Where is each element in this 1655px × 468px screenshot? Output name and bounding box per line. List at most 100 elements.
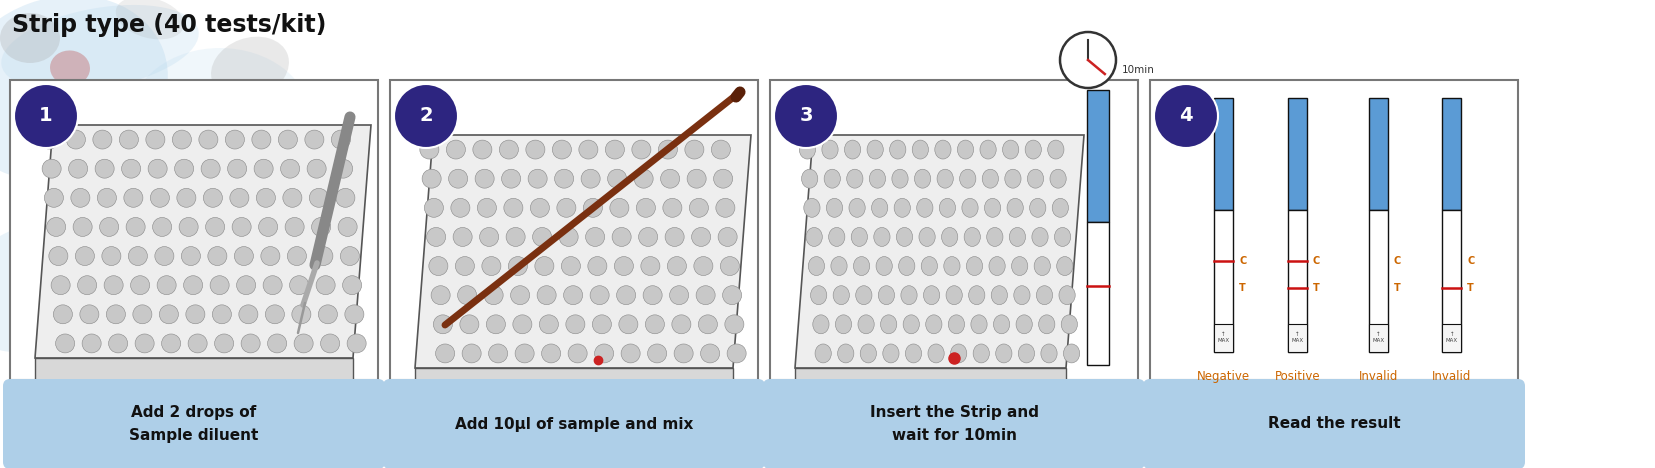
Ellipse shape	[1028, 169, 1044, 188]
Ellipse shape	[483, 286, 503, 305]
Ellipse shape	[912, 140, 928, 159]
Ellipse shape	[174, 159, 194, 178]
Ellipse shape	[559, 227, 578, 247]
Ellipse shape	[801, 169, 818, 188]
Ellipse shape	[533, 227, 551, 247]
Ellipse shape	[199, 130, 218, 149]
Ellipse shape	[434, 315, 452, 334]
Ellipse shape	[228, 159, 247, 178]
Ellipse shape	[136, 334, 154, 353]
Ellipse shape	[540, 315, 558, 334]
Ellipse shape	[131, 48, 309, 188]
Ellipse shape	[917, 198, 933, 217]
Ellipse shape	[813, 315, 829, 334]
Ellipse shape	[535, 256, 554, 276]
FancyBboxPatch shape	[10, 80, 377, 380]
Ellipse shape	[508, 256, 528, 276]
Ellipse shape	[899, 256, 915, 276]
Ellipse shape	[210, 276, 228, 295]
FancyBboxPatch shape	[770, 80, 1139, 380]
FancyBboxPatch shape	[1144, 379, 1524, 468]
Ellipse shape	[146, 80, 213, 137]
Ellipse shape	[0, 13, 60, 63]
Ellipse shape	[232, 218, 252, 236]
Ellipse shape	[336, 188, 354, 207]
Text: Positive: Positive	[1274, 370, 1321, 383]
Ellipse shape	[281, 159, 300, 178]
Ellipse shape	[639, 227, 657, 247]
Ellipse shape	[720, 256, 740, 276]
Ellipse shape	[811, 286, 828, 305]
Text: Add 10μl of sample and mix: Add 10μl of sample and mix	[455, 417, 693, 431]
Ellipse shape	[632, 140, 650, 159]
Ellipse shape	[252, 130, 271, 149]
Text: T: T	[1312, 283, 1319, 293]
Ellipse shape	[851, 227, 867, 247]
Ellipse shape	[106, 305, 126, 324]
Ellipse shape	[541, 344, 561, 363]
FancyBboxPatch shape	[1215, 323, 1233, 352]
Ellipse shape	[66, 130, 86, 149]
Ellipse shape	[285, 218, 305, 236]
Ellipse shape	[205, 218, 225, 236]
Polygon shape	[35, 125, 371, 358]
Ellipse shape	[435, 344, 455, 363]
Ellipse shape	[316, 276, 336, 295]
Ellipse shape	[0, 224, 101, 352]
Ellipse shape	[225, 130, 245, 149]
Ellipse shape	[501, 169, 521, 188]
Ellipse shape	[209, 247, 227, 265]
Ellipse shape	[861, 344, 877, 363]
Ellipse shape	[0, 0, 167, 181]
Ellipse shape	[1015, 286, 1029, 305]
FancyBboxPatch shape	[1442, 98, 1461, 210]
Ellipse shape	[928, 344, 945, 363]
Ellipse shape	[890, 140, 905, 159]
Ellipse shape	[1048, 140, 1064, 159]
FancyBboxPatch shape	[763, 379, 1145, 468]
Ellipse shape	[265, 305, 285, 324]
Ellipse shape	[875, 256, 892, 276]
Ellipse shape	[162, 334, 180, 353]
Ellipse shape	[159, 305, 179, 324]
Ellipse shape	[424, 198, 444, 217]
Text: C: C	[1240, 256, 1246, 266]
Ellipse shape	[278, 130, 298, 149]
Ellipse shape	[831, 256, 847, 276]
Circle shape	[13, 84, 78, 148]
Text: Read the result: Read the result	[1268, 417, 1400, 431]
Ellipse shape	[1039, 315, 1054, 334]
Polygon shape	[415, 135, 751, 368]
Ellipse shape	[1005, 169, 1021, 188]
Ellipse shape	[664, 198, 682, 217]
Ellipse shape	[824, 169, 841, 188]
Ellipse shape	[343, 276, 362, 295]
Text: 1: 1	[40, 107, 53, 125]
FancyBboxPatch shape	[1442, 210, 1461, 352]
Ellipse shape	[124, 188, 142, 207]
Ellipse shape	[804, 198, 819, 217]
Ellipse shape	[131, 276, 149, 295]
Ellipse shape	[808, 256, 824, 276]
FancyBboxPatch shape	[1442, 323, 1461, 352]
Ellipse shape	[609, 198, 629, 217]
Ellipse shape	[93, 130, 113, 149]
Ellipse shape	[674, 344, 693, 363]
Ellipse shape	[566, 315, 584, 334]
Ellipse shape	[268, 334, 286, 353]
Ellipse shape	[981, 169, 998, 188]
Text: Invalid: Invalid	[1359, 370, 1398, 383]
Ellipse shape	[993, 315, 1010, 334]
Ellipse shape	[925, 315, 942, 334]
Ellipse shape	[568, 344, 588, 363]
Ellipse shape	[844, 140, 861, 159]
Ellipse shape	[900, 286, 917, 305]
Ellipse shape	[71, 188, 89, 207]
Ellipse shape	[869, 169, 885, 188]
Ellipse shape	[561, 256, 581, 276]
Ellipse shape	[879, 286, 895, 305]
Ellipse shape	[185, 305, 205, 324]
Ellipse shape	[814, 344, 831, 363]
Ellipse shape	[915, 169, 930, 188]
Circle shape	[1154, 84, 1218, 148]
